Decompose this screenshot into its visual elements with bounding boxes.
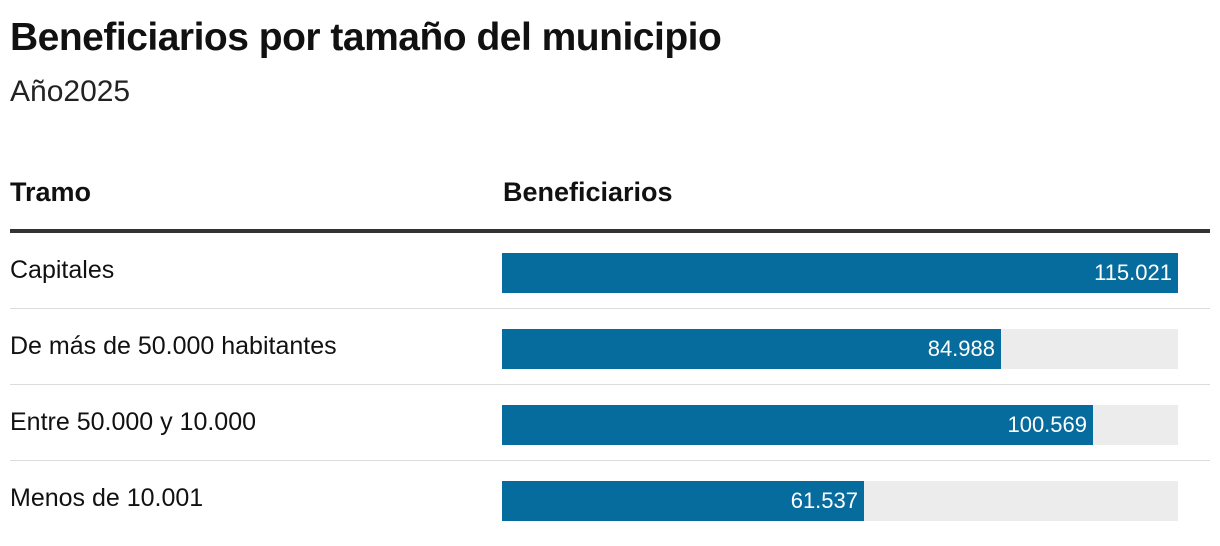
bar-track: 115.021	[502, 253, 1178, 293]
table-row: Menos de 10.001 61.537	[10, 461, 1210, 537]
bar-track: 100.569	[502, 405, 1178, 445]
category-label: Capitales	[10, 256, 115, 284]
column-header-tramo: Tramo	[10, 177, 92, 207]
bar-value-label: 115.021	[1094, 260, 1172, 285]
bar: 84.988	[502, 329, 1001, 369]
row-divider	[10, 384, 1210, 385]
column-header-beneficiarios: Beneficiarios	[503, 177, 673, 207]
row-divider	[10, 460, 1210, 461]
table-row: De más de 50.000 habitantes 84.988	[10, 309, 1210, 385]
header-divider	[10, 229, 1210, 233]
bar: 61.537	[502, 481, 864, 521]
bar-track: 84.988	[502, 329, 1178, 369]
category-label: De más de 50.000 habitantes	[10, 332, 337, 360]
category-label: Entre 50.000 y 10.000	[10, 408, 257, 436]
category-label: Menos de 10.001	[10, 484, 204, 512]
bar: 100.569	[502, 405, 1093, 445]
bar-value-label: 100.569	[1007, 412, 1087, 437]
chart-subtitle: Año2025	[10, 75, 131, 108]
bar-value-label: 61.537	[790, 488, 858, 513]
table-row: Capitales 115.021	[10, 233, 1210, 309]
chart-title: Beneficiarios por tamaño del municipio	[10, 16, 722, 59]
bar-track: 61.537	[502, 481, 1178, 521]
bar: 115.021	[502, 253, 1178, 293]
table-row: Entre 50.000 y 10.000 100.569	[10, 385, 1210, 461]
row-divider	[10, 308, 1210, 309]
bar-value-label: 84.988	[927, 336, 995, 361]
